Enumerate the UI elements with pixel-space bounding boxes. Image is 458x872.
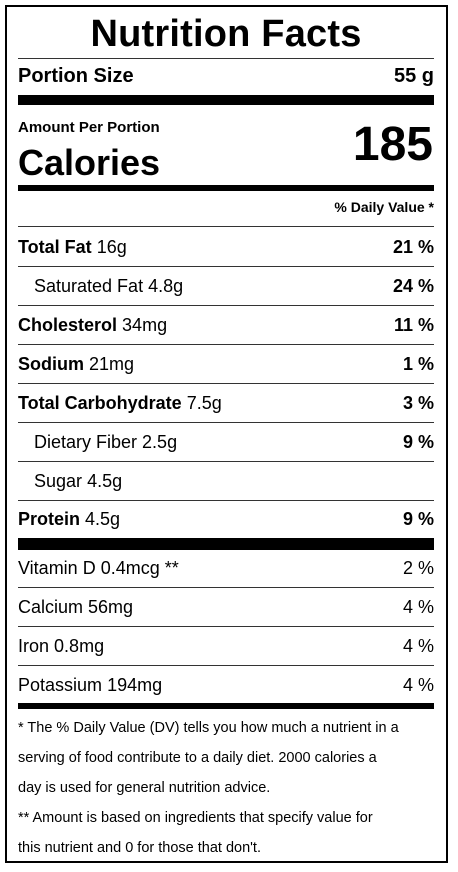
- nutrient-row-saturated-fat: Saturated Fat 4.8g 24 %: [18, 267, 434, 305]
- nutrient-dv: 24 %: [392, 275, 434, 296]
- nutrient-row-cholesterol: Cholesterol 34mg 11 %: [18, 306, 434, 344]
- vitamin-dv: 2 %: [402, 557, 434, 578]
- vitamin-row-calcium: Calcium 56mg 4 %: [18, 588, 434, 626]
- daily-value-header: % Daily Value *: [334, 199, 434, 215]
- nutrient-amount: 34mg: [122, 314, 168, 335]
- vitamin-row-vitamin-d: Vitamin D 0.4mcg ** 2 %: [18, 549, 434, 587]
- thick-divider: [18, 538, 434, 550]
- portion-size-row: Portion Size 55 g: [18, 59, 434, 93]
- nutrient-amount: 21mg: [89, 353, 135, 374]
- nutrient-amount: 7.5g: [186, 392, 222, 413]
- vitamin-amount: 0.4mcg **: [100, 557, 179, 578]
- nutrient-dv: 1 %: [402, 353, 434, 374]
- footnote-line: * The % Daily Value (DV) tells you how m…: [18, 720, 399, 736]
- thick-divider: [18, 95, 434, 105]
- vitamin-name: Iron: [18, 635, 50, 656]
- nutrient-amount: 4.5g: [85, 508, 121, 529]
- nutrient-name: Sugar: [34, 470, 83, 491]
- nutrient-row-total-carbohydrate: Total Carbohydrate 7.5g 3 %: [18, 384, 434, 422]
- nutrient-row-protein: Protein 4.5g 9 %: [18, 500, 434, 538]
- amount-per-portion: Amount Per Portion: [18, 119, 160, 136]
- medium-divider: [18, 703, 434, 709]
- footnote-line: serving of food contribute to a daily di…: [18, 750, 377, 766]
- calories-value: 185: [352, 118, 433, 171]
- vitamin-name: Calcium: [18, 596, 84, 617]
- vitamin-name: Vitamin D: [18, 557, 96, 578]
- nutrient-dv: 9 %: [402, 431, 434, 452]
- nutrient-amount: 2.5g: [142, 431, 178, 452]
- nutrient-name: Dietary Fiber: [34, 431, 138, 452]
- nutrient-row-sugar: Sugar 4.5g: [18, 462, 434, 500]
- medium-divider: [18, 185, 434, 191]
- nutrient-dv: 11 %: [393, 314, 434, 335]
- nutrient-row-total-fat: Total Fat 16g 21 %: [18, 228, 434, 266]
- nutrient-amount: 16g: [96, 236, 127, 257]
- nutrient-amount: 4.5g: [87, 470, 123, 491]
- vitamin-amount: 0.8mg: [54, 635, 105, 656]
- divider: [18, 305, 434, 306]
- calories-label: Calories: [18, 142, 161, 183]
- nutrient-row-dietary-fiber: Dietary Fiber 2.5g 9 %: [18, 423, 434, 461]
- vitamin-dv: 4 %: [402, 635, 434, 656]
- nutrient-name: Total Fat: [18, 236, 92, 257]
- divider: [18, 344, 434, 345]
- divider: [18, 626, 434, 627]
- nutrient-name: Cholesterol: [18, 314, 118, 335]
- label-title: Nutrition Facts: [90, 13, 362, 55]
- vitamin-dv: 4 %: [402, 674, 434, 695]
- nutrition-facts-label: Nutrition Facts Portion Size 55 g Amount…: [5, 5, 448, 863]
- nutrient-name: Sodium: [18, 353, 84, 374]
- nutrient-name: Total Carbohydrate: [18, 392, 182, 413]
- divider: [18, 665, 434, 666]
- vitamin-amount: 56mg: [88, 596, 134, 617]
- divider: [18, 58, 434, 59]
- portion-size-label: Portion Size: [18, 64, 134, 87]
- nutrient-name: Protein: [18, 508, 81, 529]
- vitamin-name: Potassium: [18, 674, 103, 695]
- divider: [18, 587, 434, 588]
- divider: [18, 226, 434, 227]
- divider: [18, 266, 434, 267]
- nutrient-dv: 21 %: [392, 236, 434, 257]
- footnote-line: day is used for general nutrition advice…: [18, 780, 271, 796]
- nutrient-dv: 3 %: [402, 392, 434, 413]
- footnote-line: ** Amount is based on ingredients that s…: [18, 810, 373, 826]
- nutrient-amount: 4.8g: [148, 275, 184, 296]
- divider: [18, 422, 434, 423]
- nutrient-name: Saturated Fat: [34, 275, 144, 296]
- vitamin-dv: 4 %: [402, 596, 434, 617]
- divider: [18, 383, 434, 384]
- vitamin-amount: 194mg: [107, 674, 163, 695]
- nutrient-row-sodium: Sodium 21mg 1 %: [18, 345, 434, 383]
- vitamin-row-iron: Iron 0.8mg 4 %: [18, 627, 434, 665]
- portion-size-value: 55 g: [393, 64, 434, 87]
- vitamin-row-potassium: Potassium 194mg 4 %: [18, 666, 434, 704]
- divider: [18, 500, 434, 501]
- divider: [18, 461, 434, 462]
- footnote-line: this nutrient and 0 for those that don't…: [18, 840, 261, 856]
- nutrient-dv: 9 %: [402, 508, 434, 529]
